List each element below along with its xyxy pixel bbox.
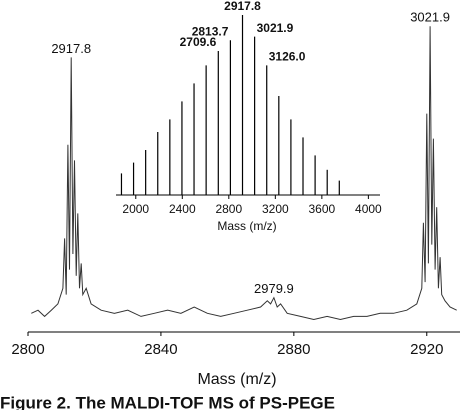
inset-x-axis-title: Mass (m/z): [217, 219, 276, 233]
spectrum-line: [31, 26, 457, 321]
peak-label: 2979.9: [254, 281, 294, 296]
x-tick-label: 3200: [262, 202, 289, 216]
x-tick-label: 2800: [215, 202, 242, 216]
peak-label: 3126.0: [269, 50, 306, 64]
x-tick-label: 2000: [122, 202, 149, 216]
peak-label: 3021.9: [410, 10, 450, 25]
peak-label: 3021.9: [257, 21, 294, 35]
peak-label: 2917.8: [51, 41, 91, 56]
caption: Figure 2. The MALDI-TOF MS of PS-PEGE: [0, 393, 335, 410]
x-tick-label: 3600: [308, 202, 335, 216]
x-tick-label: 2840: [144, 341, 177, 358]
x-tick-label: 4000: [355, 202, 382, 216]
peak-label: 2709.6: [180, 35, 217, 49]
peak-label: 2813.7: [192, 24, 229, 38]
x-tick-label: 2400: [169, 202, 196, 216]
x-tick-label: 2880: [277, 341, 310, 358]
x-axis-title: Mass (m/z): [197, 371, 276, 388]
x-tick-label: 2920: [410, 341, 443, 358]
x-tick-label: 2800: [11, 341, 44, 358]
peak-label: 2917.8: [224, 0, 261, 13]
